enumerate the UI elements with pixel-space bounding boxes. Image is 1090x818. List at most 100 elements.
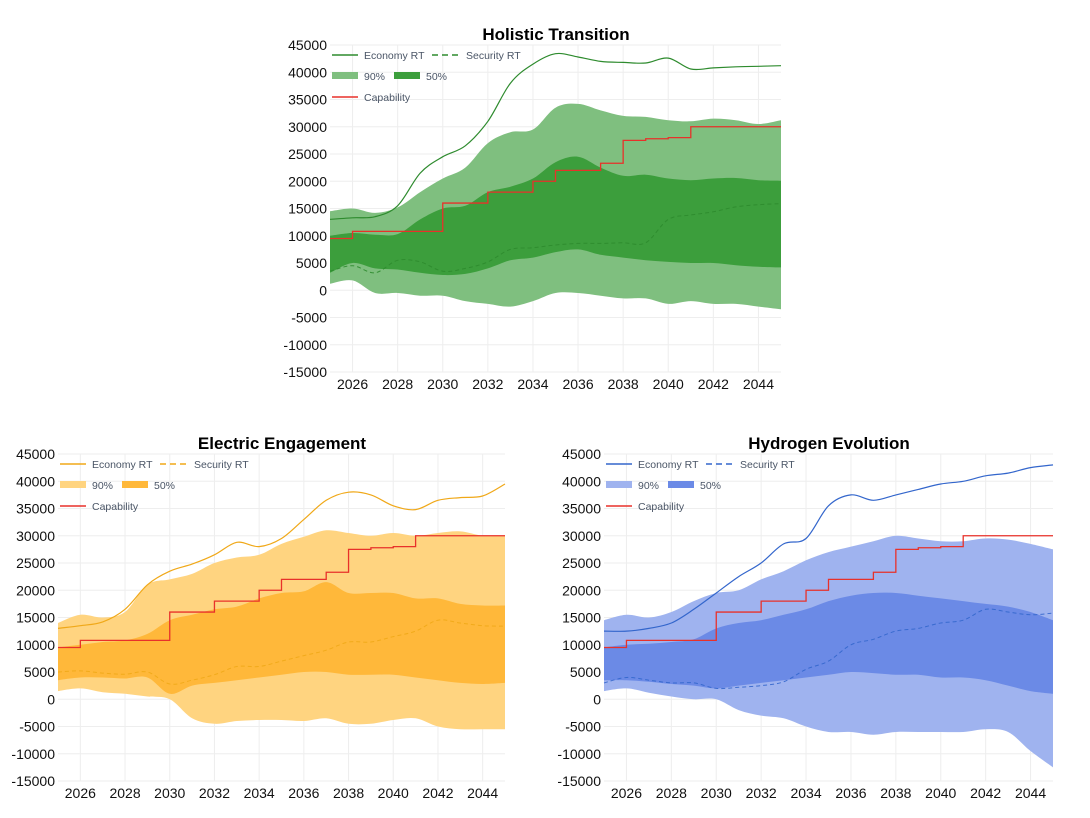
- chart-title: Holistic Transition: [482, 25, 629, 44]
- chart-title: Electric Engagement: [198, 434, 367, 453]
- x-tick-label: 2042: [970, 785, 1001, 801]
- y-tick-label: 0: [593, 691, 601, 707]
- legend-label-50: 50%: [426, 71, 447, 83]
- y-tick-label: 20000: [16, 582, 55, 598]
- x-tick-label: 2032: [199, 785, 230, 801]
- band-50: [330, 156, 781, 276]
- y-tick-label: -10000: [11, 746, 55, 762]
- y-tick-label: 40000: [288, 64, 327, 80]
- y-tick-label: -15000: [283, 364, 327, 380]
- x-tick-label: 2034: [517, 376, 548, 392]
- legend: Economy RT Security RT 90% 50% Capability: [332, 50, 521, 104]
- y-tick-label: -5000: [565, 719, 601, 735]
- y-tick-label: 30000: [562, 528, 601, 544]
- legend-swatch-50: [668, 481, 694, 488]
- x-tick-label: 2038: [608, 376, 639, 392]
- y-tick-label: 30000: [288, 119, 327, 135]
- x-tick-label: 2038: [880, 785, 911, 801]
- x-tick-label: 2038: [333, 785, 364, 801]
- y-tick-label: 45000: [288, 37, 327, 53]
- x-tick-label: 2034: [790, 785, 821, 801]
- y-tick-label: 35000: [288, 92, 327, 108]
- y-tick-label: 40000: [16, 473, 55, 489]
- legend-label-50: 50%: [154, 480, 175, 492]
- x-tick-label: 2036: [835, 785, 866, 801]
- legend-label-economy-rt: Economy RT: [364, 50, 425, 62]
- y-tick-label: -10000: [283, 337, 327, 353]
- x-tick-label: 2030: [427, 376, 458, 392]
- y-tick-label: -5000: [291, 310, 327, 326]
- legend-label-security-rt: Security RT: [740, 459, 795, 471]
- y-tick-label: -15000: [11, 773, 55, 789]
- legend: Economy RT Security RT 90% 50% Capability: [606, 459, 795, 513]
- legend-label-security-rt: Security RT: [466, 50, 521, 62]
- y-tick-label: 40000: [562, 473, 601, 489]
- x-tick-label: 2044: [743, 376, 774, 392]
- series-line-capability: [330, 126, 781, 240]
- y-tick-label: 0: [319, 282, 327, 298]
- series-line-economy-rt: [57, 483, 506, 629]
- y-tick-label: 10000: [16, 637, 55, 653]
- legend-label-security-rt: Security RT: [194, 459, 249, 471]
- series-line-capability: [604, 535, 1053, 649]
- y-tick-label: 5000: [570, 664, 601, 680]
- y-tick-label: 25000: [288, 146, 327, 162]
- legend-swatch-50: [122, 481, 148, 488]
- y-tick-label: 15000: [288, 201, 327, 217]
- y-tick-label: 45000: [562, 446, 601, 462]
- x-tick-label: 2044: [1015, 785, 1046, 801]
- x-tick-label: 2026: [611, 785, 642, 801]
- x-tick-label: 2042: [422, 785, 453, 801]
- legend: Economy RT Security RT 90% 50% Capability: [60, 459, 249, 513]
- y-tick-label: 0: [47, 691, 55, 707]
- legend-swatch-50: [394, 72, 420, 79]
- legend-label-economy-rt: Economy RT: [638, 459, 699, 471]
- series-line-economy-rt: [329, 52, 782, 220]
- y-tick-label: 30000: [16, 528, 55, 544]
- legend-swatch-90: [60, 481, 86, 488]
- y-tick-label: 15000: [16, 610, 55, 626]
- legend-swatch-90: [606, 481, 632, 488]
- y-tick-label: -10000: [557, 746, 601, 762]
- legend-label-capability: Capability: [92, 501, 139, 513]
- chart-title: Hydrogen Evolution: [748, 434, 910, 453]
- y-tick-label: 20000: [562, 582, 601, 598]
- x-tick-label: 2028: [656, 785, 687, 801]
- x-tick-label: 2032: [746, 785, 777, 801]
- y-tick-label: 20000: [288, 173, 327, 189]
- y-tick-label: 15000: [562, 610, 601, 626]
- y-tick-label: 45000: [16, 446, 55, 462]
- y-tick-label: 35000: [562, 501, 601, 517]
- legend-label-90: 90%: [638, 480, 659, 492]
- series-line-security-rt: [329, 203, 782, 274]
- legend-swatch-90: [332, 72, 358, 79]
- series-line-economy-rt: [603, 464, 1054, 632]
- x-tick-label: 2036: [288, 785, 319, 801]
- y-tick-label: 35000: [16, 501, 55, 517]
- x-tick-label: 2040: [653, 376, 684, 392]
- y-tick-label: -5000: [19, 719, 55, 735]
- x-tick-label: 2026: [337, 376, 368, 392]
- x-tick-label: 2040: [925, 785, 956, 801]
- y-tick-label: 25000: [562, 555, 601, 571]
- legend-label-90: 90%: [92, 480, 113, 492]
- series-line-security-rt: [603, 608, 1054, 690]
- x-tick-label: 2044: [467, 785, 498, 801]
- x-tick-label: 2032: [472, 376, 503, 392]
- series-line-security-rt: [57, 619, 506, 685]
- x-tick-label: 2040: [378, 785, 409, 801]
- y-tick-label: 5000: [24, 664, 55, 680]
- x-tick-label: 2036: [562, 376, 593, 392]
- x-tick-label: 2026: [65, 785, 96, 801]
- legend-label-capability: Capability: [364, 92, 411, 104]
- legend-label-50: 50%: [700, 480, 721, 492]
- x-tick-label: 2028: [109, 785, 140, 801]
- y-tick-label: 10000: [288, 228, 327, 244]
- legend-label-economy-rt: Economy RT: [92, 459, 153, 471]
- x-tick-label: 2042: [698, 376, 729, 392]
- band-50: [604, 592, 1053, 694]
- y-tick-label: 25000: [16, 555, 55, 571]
